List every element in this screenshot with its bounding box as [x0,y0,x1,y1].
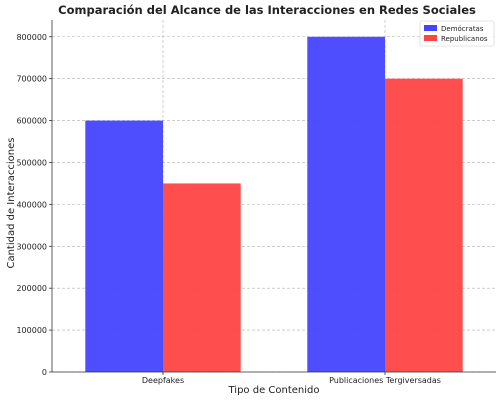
legend: Demócratas Republicanos [419,20,495,47]
y-tick-label: 200000 [16,284,47,293]
bar-republicanos-0 [163,183,241,372]
axes: 0 100000 200000 300000 400000 500000 600000 700… [16,20,496,385]
y-axis-label: Cantidad de Interacciones [6,137,17,268]
chart-title: Comparación del Alcance de las Interacci… [58,3,476,17]
bar-democratas-1 [307,36,385,373]
y-tick-label: 600000 [16,117,47,126]
legend-box [419,20,495,47]
bars [85,36,463,373]
x-axis-label: Tipo de Contenido [228,385,320,396]
bar-democratas-0 [85,120,163,372]
x-tick-label: Publicaciones Tergiversadas [329,376,441,385]
legend-swatch [424,25,437,31]
y-tick-label: 500000 [16,158,47,167]
bar-republicanos-1 [385,78,463,373]
y-tick-label: 300000 [16,242,47,251]
legend-label: Demócratas [441,25,484,33]
legend-label: Republicanos [441,35,488,43]
y-tick-label: 400000 [16,200,47,209]
y-tick-label: 0 [42,368,47,377]
y-tick-label: 100000 [16,326,47,335]
y-tick-label: 800000 [16,33,47,42]
x-tick-label: Deepfakes [142,376,184,385]
y-tick-label: 700000 [16,75,47,84]
legend-swatch [424,35,437,41]
